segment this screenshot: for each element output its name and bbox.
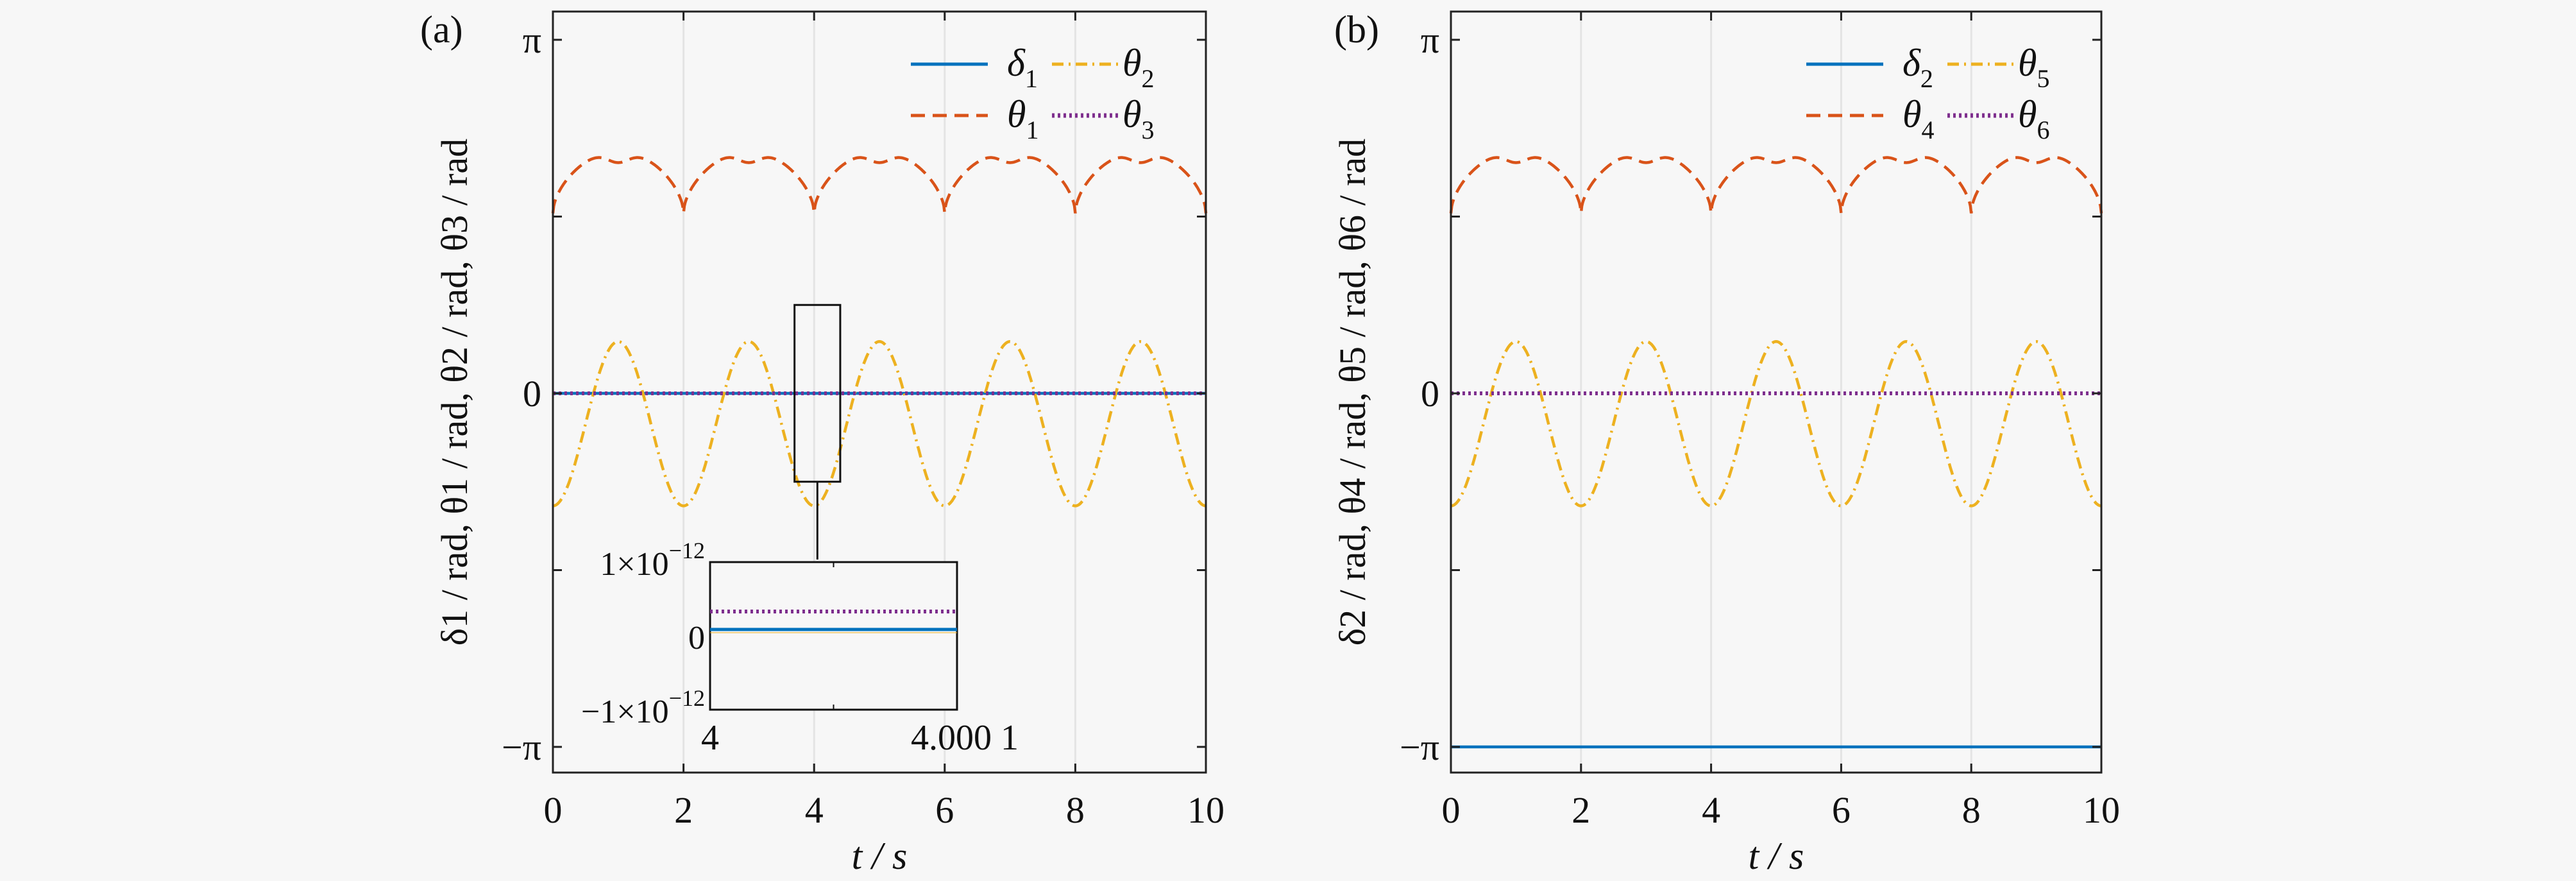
x-tick-label: 8 (1066, 789, 1085, 831)
x-tick-label: 2 (1572, 789, 1590, 831)
inset-y-tick-label: −1×10−12 (581, 685, 705, 730)
x-tick-label: 0 (544, 789, 563, 831)
x-tick-label: 4 (805, 789, 824, 831)
legend-item-θ2: θ2 (1052, 42, 1154, 93)
panel-label: (a) (420, 8, 463, 51)
inset-x-tick-label: 4.000 1 (911, 718, 1019, 758)
axes-frame (1450, 10, 2103, 774)
legend-item-θ5: θ5 (1947, 42, 2049, 93)
legend-item-θ3: θ3 (1052, 93, 1154, 144)
x-tick-label: 6 (935, 789, 954, 831)
inset-y-tick-label: 0 (688, 620, 705, 656)
series-line-θ4 (1449, 156, 2103, 214)
y-tick-label: 0 (1421, 373, 1439, 415)
series-line-θ5 (1450, 340, 2102, 508)
series-line-θ2 (552, 340, 1207, 508)
legend-label: θ5 (2018, 42, 2049, 93)
x-axis-label: t / s (1749, 835, 1804, 877)
y-tick-label: 0 (523, 373, 541, 415)
legend-item-δ1: δ1 (911, 42, 1038, 93)
inset: 1×10−12 0 −1×10−124 4.000 1 (581, 304, 1019, 758)
y-axis-label: δ1 / rad, θ1 / rad, θ2 / rad, θ3 / rad (434, 139, 475, 646)
legend-label: θ1 (1007, 93, 1038, 144)
y-tick-label: −π (502, 726, 541, 768)
y-axis-label: δ2 / rad, θ4 / rad, θ5 / rad, θ6 / rad (1332, 139, 1373, 646)
x-tick-label: 10 (2083, 789, 2120, 831)
x-axis-label: t / s (852, 835, 908, 877)
x-tick-label: 4 (1702, 789, 1720, 831)
axes-frame (552, 10, 1207, 774)
legend-label: δ2 (1902, 42, 1933, 93)
legend-item-θ6: θ6 (1947, 93, 2049, 144)
legend-item-δ2: δ2 (1806, 42, 1933, 93)
inset-frame (709, 561, 958, 711)
x-tick-label: 6 (1832, 789, 1851, 831)
legend-item-θ4: θ4 (1806, 93, 1934, 144)
panel-label: (b) (1334, 8, 1379, 51)
series-line-θ1 (551, 156, 1208, 214)
legend-label: θ6 (2018, 93, 2049, 144)
x-tick-label: 0 (1442, 789, 1461, 831)
legend-item-θ1: θ1 (911, 93, 1038, 144)
y-tick-label: π (523, 19, 541, 61)
x-tick-label: 2 (674, 789, 693, 831)
legend-label: θ3 (1123, 93, 1154, 144)
x-tick-label: 10 (1187, 789, 1224, 831)
y-tick-label: π (1421, 19, 1439, 61)
legend-label: θ2 (1123, 42, 1154, 93)
inset-x-tick-label: 4 (701, 718, 719, 758)
legend-label: δ1 (1007, 42, 1038, 93)
y-tick-label: −π (1400, 726, 1439, 768)
x-tick-label: 8 (1962, 789, 1981, 831)
legend-label: θ4 (1902, 93, 1934, 144)
inset-y-tick-label: 1×10−12 (600, 538, 705, 583)
